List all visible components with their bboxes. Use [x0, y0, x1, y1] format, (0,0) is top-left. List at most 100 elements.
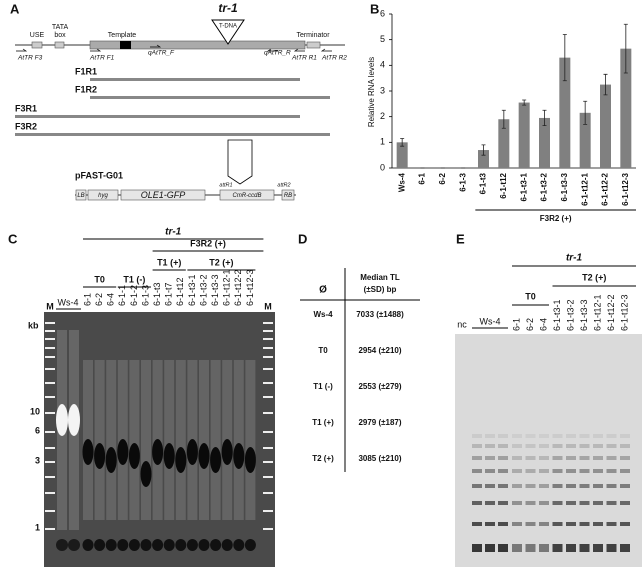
row-value: 2553 (±279) — [358, 382, 401, 391]
ladder-band — [45, 396, 55, 398]
panel-d: D Ø Median TL (±SD) bp Ws-4 7033 (±1488) T… — [298, 231, 420, 472]
lane-band — [485, 501, 495, 505]
lane-band — [221, 539, 233, 551]
ladder-band — [263, 382, 273, 384]
lane-label: 6-1-t3-2 — [198, 274, 208, 306]
x-tick-label: 6-1-t12-1 — [580, 172, 589, 205]
construct-part-label: hyg — [98, 193, 108, 199]
lane-band — [620, 444, 630, 448]
group-label: T2 (+) — [209, 257, 233, 267]
lane-band — [140, 539, 152, 551]
lane-band — [525, 444, 536, 448]
lane-smear — [94, 360, 105, 520]
lane-label: 6-1-t12-2 — [233, 269, 243, 306]
lane-band — [128, 539, 140, 551]
group-label: F3R2 (+) — [190, 238, 226, 248]
ladder-band — [45, 431, 55, 433]
gene-body — [89, 40, 306, 50]
terminator-label: Terminator — [296, 32, 330, 39]
lane-band — [552, 544, 563, 552]
lane-band — [498, 522, 508, 526]
ladder-band — [45, 447, 55, 449]
lane-band — [472, 501, 482, 505]
bar — [600, 84, 611, 168]
panel-c: C 6-1 6-2 6-4 6-1-1 6-1-2 6-1-3 6-1-t3 6-1-t7 6-… — [8, 227, 275, 567]
panel-letter: C — [8, 231, 18, 246]
ladder-band — [45, 412, 55, 414]
lane-band — [566, 434, 576, 438]
bar — [498, 119, 510, 168]
lane-band — [210, 539, 222, 551]
lane-band — [163, 443, 175, 469]
lane-label: 6-1 — [82, 293, 92, 306]
x-tick-label: 6-1-t12-3 — [621, 172, 630, 205]
panel-e: E 6-1 6-2 6-4 6-1-t3-1 6-1-t3-2 6-1-t3-3 6-1-t… — [455, 231, 642, 567]
lane-band — [566, 544, 576, 552]
x-tick-label: 6-2 — [438, 172, 447, 184]
gel-image — [44, 312, 275, 567]
lane-band — [579, 501, 590, 505]
lane-band — [525, 544, 536, 552]
lane-band — [472, 434, 482, 438]
lane-smear — [175, 360, 186, 520]
ladder-band — [45, 382, 55, 384]
lane-label: 6-1-t12-2 — [606, 294, 616, 331]
size-unit: kb — [28, 320, 39, 330]
lane-band — [472, 456, 482, 460]
lane-band — [485, 522, 495, 526]
lane-band — [512, 469, 522, 473]
bar — [620, 48, 632, 168]
x-tick-label: 6-1-t12-2 — [601, 172, 610, 205]
error-bar — [583, 100, 588, 125]
lane-band — [472, 469, 482, 473]
ladder-band — [263, 447, 273, 449]
group-label: tr-1 — [566, 253, 583, 264]
lane-band — [82, 439, 94, 465]
lane-smear — [141, 360, 151, 520]
lane-band — [512, 522, 522, 526]
group-label: F3R2 (+) — [540, 214, 572, 223]
lane-band — [539, 456, 549, 460]
lane-band — [198, 443, 210, 469]
construct-part-label: RB — [284, 193, 292, 199]
ladder-band — [45, 347, 55, 349]
lane-label: 6-1 — [511, 318, 521, 331]
lane-band — [620, 469, 630, 473]
construct-part-label: LB — [77, 193, 84, 199]
lane-band — [163, 539, 175, 551]
gel-image — [455, 334, 642, 567]
group-label: T1 (+) — [157, 257, 181, 267]
lane-band — [56, 404, 68, 436]
lane-band — [539, 444, 549, 448]
lane-band — [485, 444, 495, 448]
size-label: 6 — [35, 425, 40, 435]
lane-smear — [233, 360, 244, 520]
lane-band — [539, 544, 549, 552]
lane-band — [579, 522, 590, 526]
lane-band — [593, 444, 603, 448]
lane-band — [485, 456, 495, 460]
lane-label: 6-1-1 — [117, 285, 127, 306]
bar — [396, 142, 408, 168]
lane-band — [117, 439, 129, 465]
y-tick-label: 2 — [380, 111, 385, 121]
lane-band — [606, 434, 617, 438]
y-tick-label: 5 — [380, 34, 385, 44]
amplicon-bar — [15, 133, 330, 136]
lane-band — [620, 501, 630, 505]
ladder-band — [45, 356, 55, 358]
primer-arrows — [16, 44, 332, 52]
lane-band — [606, 544, 617, 552]
error-bar — [400, 138, 405, 147]
lane-band — [525, 456, 536, 460]
lane-label: 6-2 — [525, 318, 535, 331]
ladder-band — [263, 322, 273, 324]
y-axis-label: Relative RNA levels — [367, 57, 376, 127]
lane-label: 6-1-3 — [140, 285, 150, 306]
lane-band — [512, 544, 522, 552]
panel-letter: A — [10, 1, 20, 16]
lane-smear — [129, 360, 140, 520]
lane-band — [512, 484, 522, 488]
lane-label: 6-4 — [106, 293, 116, 306]
lane-band — [606, 501, 617, 505]
